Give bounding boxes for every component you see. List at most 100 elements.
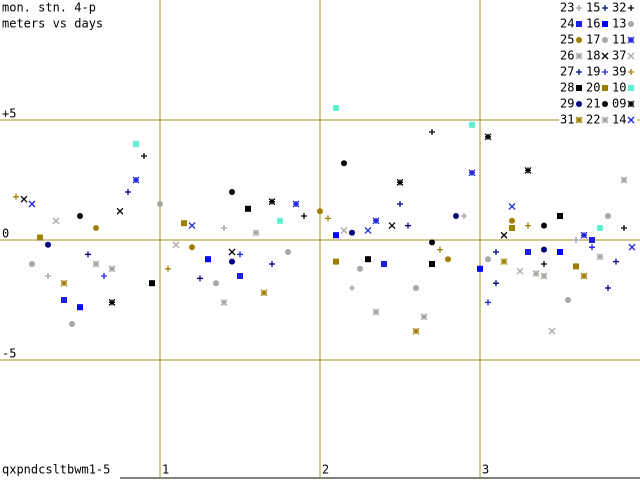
point [252, 229, 260, 237]
legend-label: 22 [586, 113, 600, 127]
point [565, 297, 571, 303]
point [365, 256, 371, 263]
point [189, 244, 195, 251]
point [484, 133, 492, 141]
legend-label: 28 [560, 81, 574, 95]
legend-bg [611, 17, 637, 31]
point [605, 285, 611, 291]
legend-marker [576, 21, 582, 27]
point [525, 222, 531, 229]
legend-label: 18 [586, 49, 600, 63]
point [485, 256, 491, 263]
legend-label: 17 [586, 33, 600, 47]
point [301, 213, 307, 219]
legend-label: 16 [586, 17, 600, 31]
point [325, 215, 331, 222]
point [597, 225, 603, 231]
legend-bg [559, 81, 585, 95]
footer: qxpndcsltbwm1-5 [2, 463, 110, 477]
point [133, 141, 139, 147]
point [429, 129, 435, 135]
point [228, 248, 236, 256]
legend-bg [585, 49, 611, 63]
legend-marker [576, 37, 582, 43]
point [405, 222, 411, 229]
legend-marker [627, 116, 635, 124]
point [509, 225, 515, 231]
point [13, 193, 19, 200]
legend-marker [627, 52, 635, 60]
point [573, 237, 579, 243]
point [20, 195, 28, 203]
point [237, 273, 243, 279]
legend-bg [559, 17, 585, 31]
legend-marker [602, 101, 608, 107]
point [340, 226, 348, 234]
point [388, 222, 396, 230]
legend-bg [585, 113, 611, 127]
point [132, 176, 140, 184]
chart-subtitle: meters vs days [2, 17, 103, 31]
legend-bg [611, 81, 637, 95]
point [573, 263, 579, 270]
point [188, 222, 196, 230]
legend-marker [602, 85, 608, 91]
point [621, 225, 627, 231]
point [477, 265, 483, 272]
legend-label: 09 [612, 97, 626, 111]
point [541, 222, 547, 229]
point [213, 280, 219, 287]
legend-bg [585, 81, 611, 95]
point [548, 327, 556, 335]
point [172, 241, 180, 249]
point [197, 275, 203, 282]
point [101, 273, 107, 279]
point [420, 313, 428, 321]
point [396, 178, 404, 186]
legend-marker [627, 36, 635, 44]
legend-bg [585, 1, 611, 15]
point [429, 239, 435, 246]
point [60, 279, 68, 287]
legend-bg [585, 65, 611, 79]
point [77, 304, 83, 311]
legend-bg [611, 97, 637, 111]
point [229, 189, 235, 195]
legend-bg [559, 49, 585, 63]
point [229, 258, 235, 265]
point [45, 273, 51, 279]
point [509, 217, 515, 224]
point [596, 253, 604, 261]
point [580, 231, 588, 239]
point [149, 280, 155, 287]
point [349, 285, 355, 291]
point [437, 246, 443, 253]
point [205, 256, 211, 263]
legend-bg [559, 33, 585, 47]
legend-label: 21 [586, 97, 600, 111]
legend-bg [559, 1, 585, 15]
point [532, 270, 540, 278]
point [516, 267, 524, 275]
point [605, 213, 611, 219]
point [245, 205, 251, 212]
x-tick-label: 3 [482, 463, 489, 477]
legend-marker [628, 69, 634, 75]
legend-bg [611, 1, 637, 15]
legend-marker [601, 116, 609, 124]
point [453, 213, 459, 219]
point [165, 265, 171, 272]
point [52, 217, 60, 225]
legend-bg [559, 113, 585, 127]
point [508, 202, 516, 210]
point [341, 160, 347, 167]
point [485, 299, 491, 306]
point [116, 207, 124, 215]
point [589, 237, 595, 243]
point [557, 249, 563, 255]
legend-marker [628, 21, 634, 27]
point [333, 105, 339, 111]
legend-label: 11 [612, 33, 626, 47]
point [108, 298, 116, 306]
